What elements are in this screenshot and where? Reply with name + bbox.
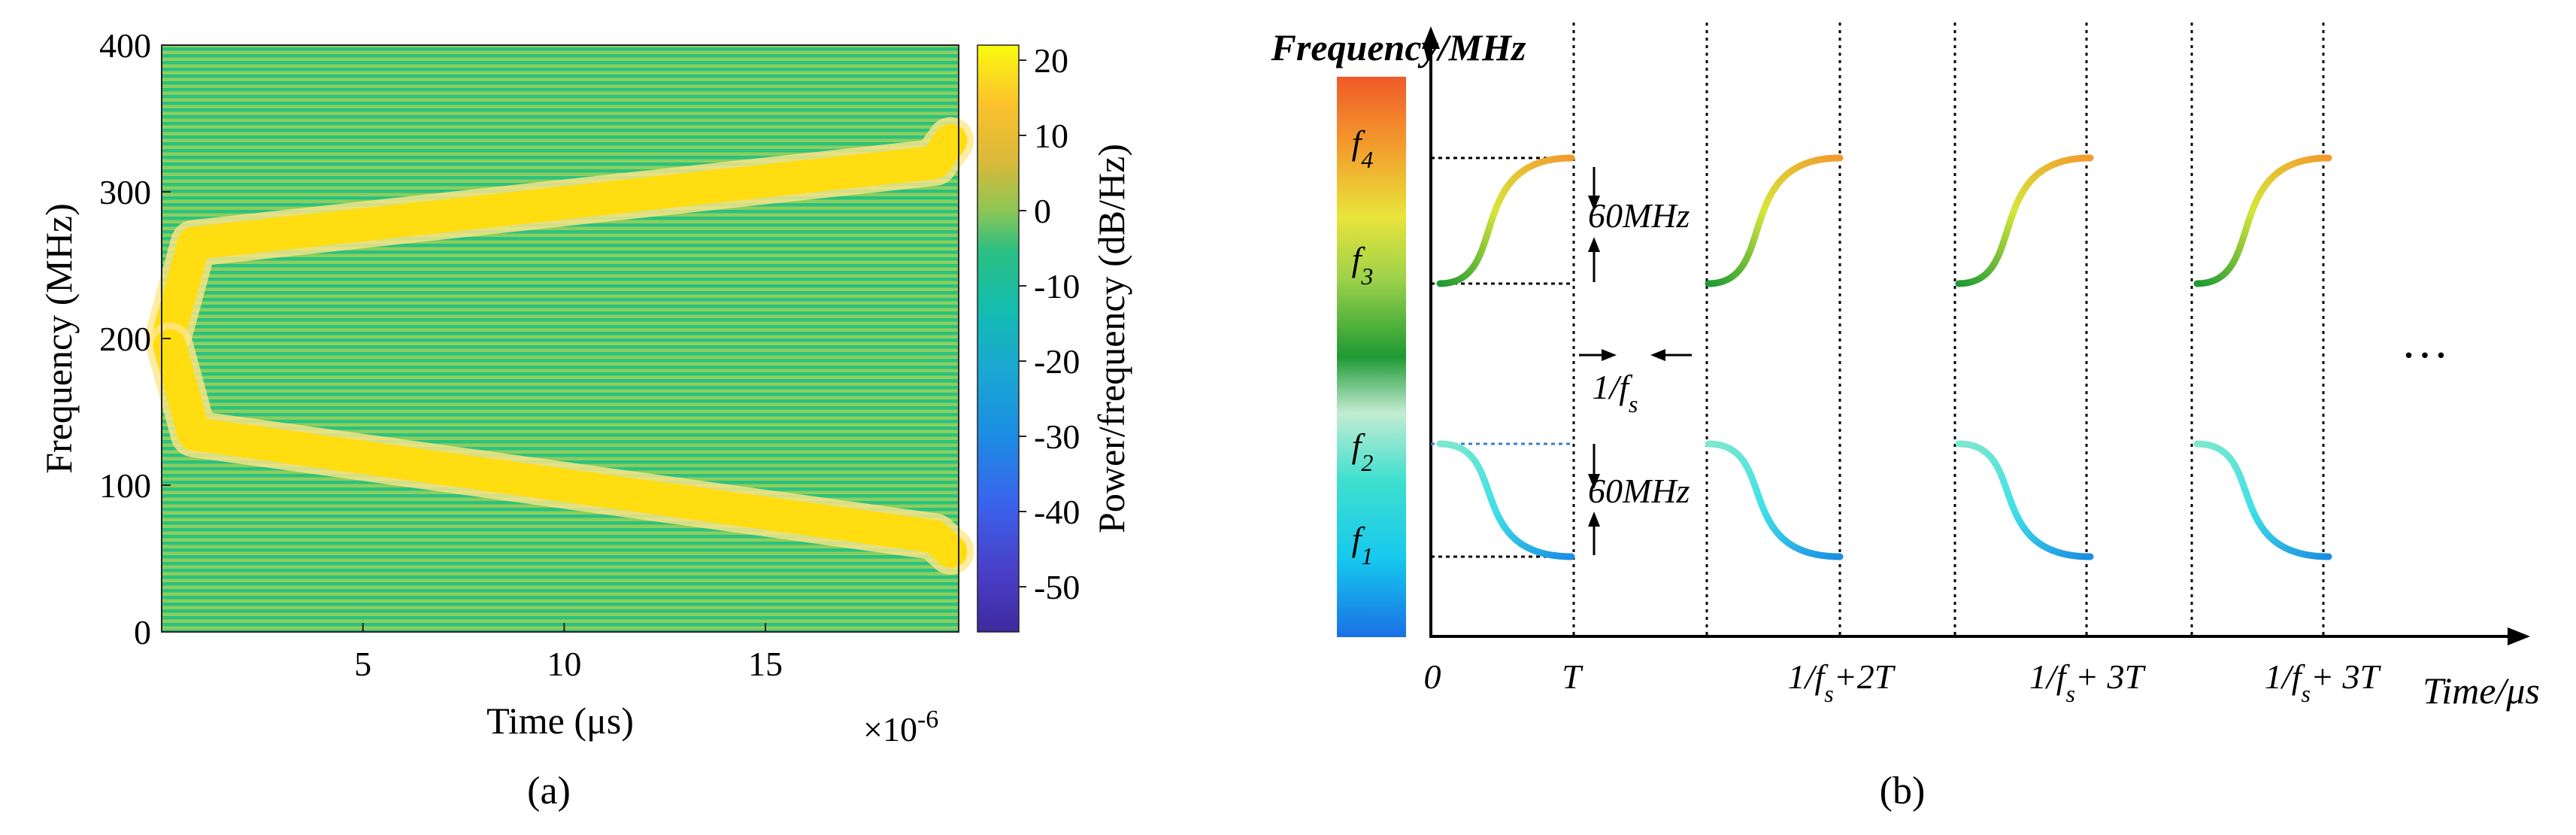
y-tick-label: 100 bbox=[99, 466, 151, 505]
frequency-guides bbox=[1431, 156, 1574, 558]
x-tick-label: 15 bbox=[748, 645, 783, 683]
b-x-axis-arrow bbox=[2508, 627, 2530, 645]
upper-span-label: 60MHz bbox=[1588, 196, 1690, 235]
colorbar-tick-labels: 20 10 0 -10 -20 -30 -40 -50 bbox=[1019, 41, 1080, 606]
b-x-label: 1/fs+ 3T bbox=[2265, 657, 2382, 707]
b-x-tick-labels: 0 T 1/fs+2T 1/fs+ 3T 1/fs+ 3T bbox=[1424, 657, 2382, 707]
b-colorbar bbox=[1337, 77, 1406, 637]
down-chirp-4 bbox=[2193, 440, 2332, 560]
up-chirp-3 bbox=[1955, 154, 2094, 287]
y-tick-label: 400 bbox=[99, 26, 151, 65]
lower-span-label: 60MHz bbox=[1588, 472, 1690, 510]
x-tick-label: 10 bbox=[547, 645, 581, 683]
down-chirp-2 bbox=[1705, 440, 1844, 560]
colorbar-tick-label: 20 bbox=[1034, 41, 1068, 80]
y-tick-label: 0 bbox=[134, 613, 151, 651]
down-chirp-3 bbox=[1955, 440, 2094, 560]
upper-span-annotation: 60MHz bbox=[1588, 167, 1690, 282]
panel-label-a: (a) bbox=[527, 770, 571, 812]
b-x-label: 1/fs+ 3T bbox=[2029, 657, 2147, 707]
x-tick-labels: 5 10 15 bbox=[354, 623, 783, 683]
chirp-curves bbox=[1436, 154, 2332, 560]
interval-annotation: 1/fs bbox=[1579, 349, 1692, 418]
colorbar-tick-label: -20 bbox=[1034, 342, 1080, 381]
colorbar bbox=[977, 44, 1020, 633]
interval-label: 1/fs bbox=[1592, 368, 1638, 418]
y-tick-labels: 0 100 200 300 400 bbox=[99, 26, 171, 651]
y-tick-label: 300 bbox=[99, 173, 151, 211]
lower-span-annotation: 60MHz bbox=[1588, 444, 1690, 555]
colorbar-tick-label: -50 bbox=[1034, 568, 1080, 606]
b-x-label: 0 bbox=[1424, 657, 1441, 696]
b-y-axis-arrow bbox=[1422, 26, 1440, 49]
x-exponent: ×10-6 bbox=[863, 706, 938, 749]
x-exponent-base: ×10 bbox=[863, 710, 917, 748]
continuation-ellipsis: … bbox=[2401, 314, 2449, 368]
chirp-bands bbox=[146, 117, 974, 575]
colorbar-tick-label: -40 bbox=[1034, 493, 1080, 531]
x-axis-label: Time (μs) bbox=[486, 700, 634, 742]
colorbar-tick-label: 0 bbox=[1034, 192, 1051, 230]
x-tick-label: 5 bbox=[354, 645, 371, 683]
colorbar-tick-label: -10 bbox=[1034, 267, 1080, 305]
b-x-label: 1/fs+2T bbox=[1788, 657, 1896, 707]
y-tick-label: 200 bbox=[99, 320, 151, 358]
colorbar-label: Power/frequency (dB/Hz) bbox=[1090, 144, 1132, 533]
colorbar-tick-label: 10 bbox=[1034, 117, 1068, 155]
up-chirp-4 bbox=[2193, 154, 2332, 287]
up-chirp-2 bbox=[1705, 154, 1844, 287]
b-x-label: T bbox=[1562, 657, 1583, 696]
x-exponent-power: -6 bbox=[917, 706, 938, 733]
chirp-band-2 bbox=[153, 329, 968, 568]
colorbar-tick-label: -30 bbox=[1034, 418, 1080, 456]
y-axis-label: Frequency (MHz) bbox=[38, 203, 80, 474]
panel-label-b: (b) bbox=[1880, 770, 1926, 812]
b-y-axis-label: Frequency/MHz bbox=[1271, 26, 1526, 68]
b-x-axis-label: Time/μs bbox=[2423, 670, 2540, 712]
frame-boundaries bbox=[1572, 23, 2325, 636]
chirp-band-1 bbox=[153, 123, 968, 348]
up-chirp-1 bbox=[1436, 154, 1575, 287]
down-chirp-1 bbox=[1436, 440, 1575, 560]
